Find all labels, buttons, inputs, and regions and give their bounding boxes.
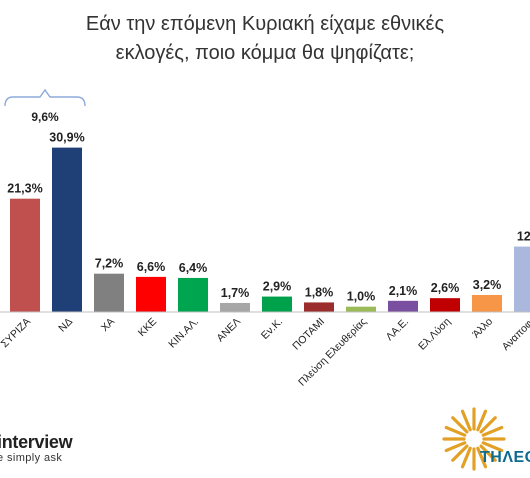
value-label-5: 6,4% xyxy=(179,261,208,275)
tv-channel-logo: ΤΗΛΕΟ xyxy=(440,405,530,473)
category-label-11: Ελ.Λύση xyxy=(416,316,453,353)
value-label-7: 2,9% xyxy=(263,280,292,294)
bar-13 xyxy=(514,246,530,312)
category-label-4: ΚΚΕ xyxy=(136,316,159,339)
value-label-11: 2,6% xyxy=(431,281,460,295)
category-label-8: ΠΟΤΑΜΙ xyxy=(290,316,327,353)
difference-label: 9,6% xyxy=(31,110,59,124)
value-label-4: 6,6% xyxy=(137,260,166,274)
logo-tagline: e simply ask xyxy=(0,452,63,464)
bar-11 xyxy=(430,298,460,312)
bar-chart: 9,6% 21,3% 30,9% 7,2% 6,6% 6,4% 1,7% 2,9% 1,8% 1… xyxy=(0,88,530,389)
bar-10 xyxy=(388,300,418,312)
chart-title-line-2: εκλογές, ποιο κόμμα θα ψηφίζατε; xyxy=(115,42,415,64)
value-label-12: 3,2% xyxy=(473,278,502,292)
bar-5 xyxy=(178,277,208,312)
bar-6 xyxy=(220,302,250,312)
bar-2 xyxy=(52,147,82,312)
category-labels: ΣΥΡΙΖΑ ΝΔ ΧΑ ΚΚΕ ΚΙΝ.ΑΛ. ΑΝΕΛ Εν.Κ. ΠΟΤΑΜΙΠλεύσ… xyxy=(0,316,530,389)
category-label-2: ΝΔ xyxy=(56,316,75,335)
bar-1 xyxy=(10,198,40,312)
category-label-3: ΧΑ xyxy=(99,316,117,334)
category-label-10: ΛΑ.Ε. xyxy=(384,316,411,343)
difference-brace xyxy=(4,88,86,107)
value-label-9: 1,0% xyxy=(347,290,376,304)
value-label-2: 30,9% xyxy=(49,131,84,145)
bar-9 xyxy=(346,306,376,312)
bar-8 xyxy=(304,302,334,312)
difference-annotation: 9,6% xyxy=(4,88,86,124)
category-label-1: ΣΥΡΙΖΑ xyxy=(0,316,33,351)
category-label-13: Αναποφ. xyxy=(500,316,530,353)
category-label-12: Άλλο xyxy=(470,316,495,341)
value-label-6: 1,7% xyxy=(221,286,250,300)
value-label-13: 12,3 xyxy=(517,230,530,244)
interview-logo: interview e simply ask xyxy=(0,432,117,464)
value-label-3: 7,2% xyxy=(95,257,124,271)
chart-title-line-1: Εάν την επόμενη Κυριακή είχαμε εθνικές xyxy=(85,13,445,35)
bar-7 xyxy=(262,296,292,312)
category-label-6: ΑΝΕΛ xyxy=(214,316,243,345)
bar-3 xyxy=(94,273,124,312)
value-label-10: 2,1% xyxy=(389,284,418,298)
value-label-1: 21,3% xyxy=(7,182,42,196)
bar-4 xyxy=(136,276,166,312)
category-label-7: Εν.Κ. xyxy=(259,316,285,342)
logo-name: interview xyxy=(0,432,73,452)
chart-title: Εάν την επόμενη Κυριακή είχαμε εθνικές ε… xyxy=(40,10,490,68)
value-labels: 21,3% 30,9% 7,2% 6,6% 6,4% 1,7% 2,9% 1,8% 1,0% 2,… xyxy=(7,131,530,304)
sun-logo-icon xyxy=(442,407,506,471)
logo-channel-text: ΤΗΛΕΟ xyxy=(480,449,530,466)
bars xyxy=(10,147,530,312)
bar-12 xyxy=(472,294,502,312)
value-label-8: 1,8% xyxy=(305,285,334,299)
category-label-5: ΚΙΝ.ΑΛ. xyxy=(166,316,201,351)
